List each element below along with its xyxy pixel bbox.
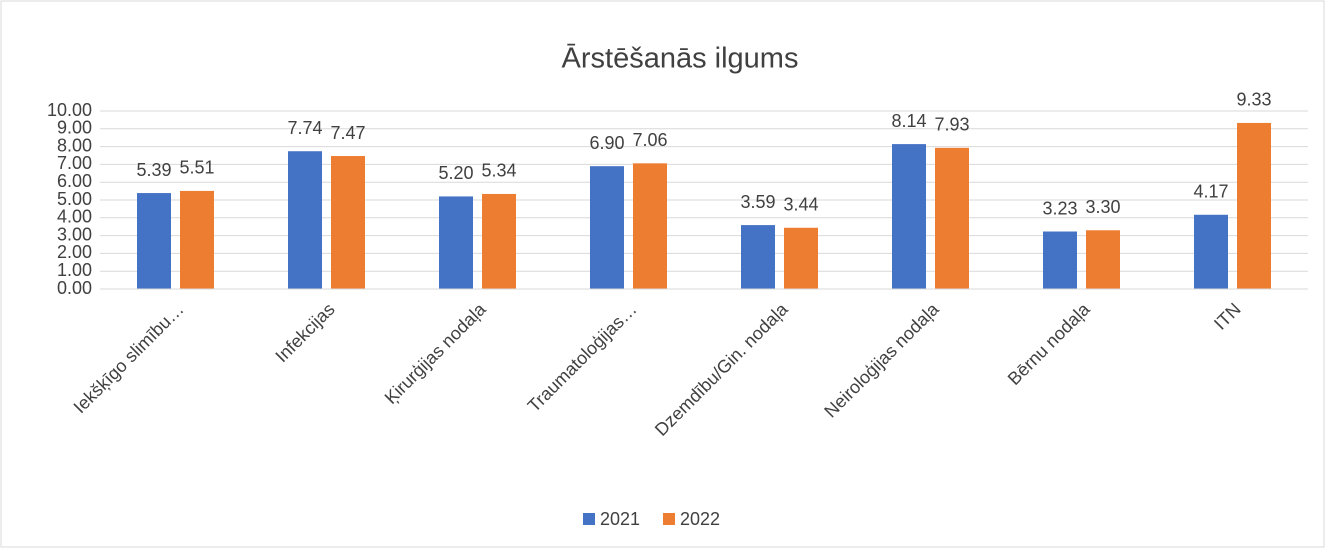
y-tick-label: 6.00 bbox=[57, 171, 92, 191]
value-label: 7.74 bbox=[287, 118, 322, 138]
value-label: 3.44 bbox=[783, 195, 818, 215]
bar bbox=[784, 227, 818, 289]
y-tick-label: 1.00 bbox=[57, 260, 92, 280]
bar bbox=[439, 196, 473, 289]
bar bbox=[935, 147, 969, 289]
bar bbox=[1194, 214, 1228, 289]
bar bbox=[633, 163, 667, 289]
bar bbox=[288, 151, 322, 289]
bar bbox=[180, 190, 214, 289]
value-label: 5.20 bbox=[438, 163, 473, 183]
bar bbox=[590, 166, 624, 289]
value-label: 5.34 bbox=[481, 161, 516, 181]
bar bbox=[1043, 231, 1077, 289]
y-tick-label: 7.00 bbox=[57, 153, 92, 173]
chart-title: Ārstēšanās ilgums bbox=[562, 43, 799, 75]
value-label: 5.51 bbox=[179, 158, 214, 178]
legend-label: 2021 bbox=[600, 509, 640, 529]
legend-swatch bbox=[663, 513, 675, 525]
bar bbox=[741, 225, 775, 289]
bar bbox=[482, 193, 516, 289]
value-label: 9.33 bbox=[1236, 90, 1271, 110]
bar bbox=[331, 156, 365, 289]
value-label: 3.59 bbox=[740, 192, 775, 212]
value-label: 4.17 bbox=[1193, 182, 1228, 202]
value-label: 7.06 bbox=[632, 130, 667, 150]
y-tick-label: 2.00 bbox=[57, 242, 92, 262]
legend-swatch bbox=[583, 513, 595, 525]
y-tick-label: 9.00 bbox=[57, 118, 92, 138]
y-tick-label: 8.00 bbox=[57, 135, 92, 155]
y-tick-label: 4.00 bbox=[57, 207, 92, 227]
value-label: 6.90 bbox=[589, 133, 624, 153]
bar bbox=[1086, 230, 1120, 289]
bar bbox=[137, 193, 171, 289]
bar bbox=[892, 144, 926, 289]
bar bbox=[1237, 122, 1271, 290]
value-label: 7.47 bbox=[330, 123, 365, 143]
y-tick-label: 0.00 bbox=[57, 278, 92, 298]
value-label: 3.23 bbox=[1042, 198, 1077, 218]
value-label: 8.14 bbox=[891, 111, 926, 131]
y-tick-label: 5.00 bbox=[57, 189, 92, 209]
y-tick-label: 10.00 bbox=[47, 100, 92, 120]
legend-label: 2022 bbox=[680, 509, 720, 529]
value-label: 5.39 bbox=[136, 160, 171, 180]
value-label: 3.30 bbox=[1085, 197, 1120, 217]
y-tick-label: 3.00 bbox=[57, 224, 92, 244]
value-label: 7.93 bbox=[934, 115, 969, 135]
